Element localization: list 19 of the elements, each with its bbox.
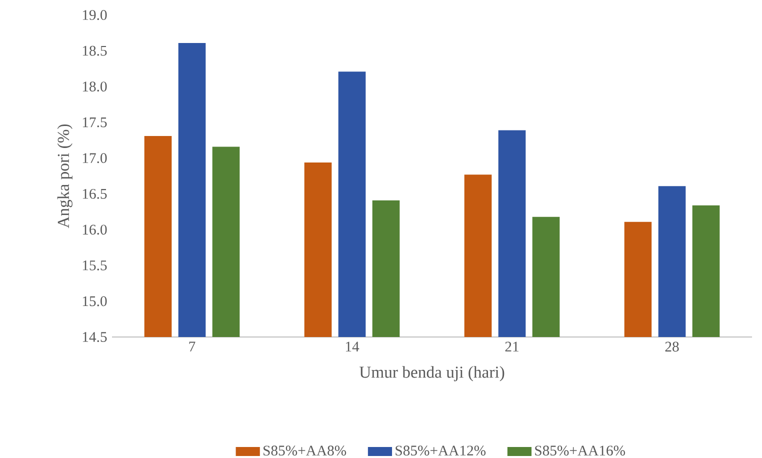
y-tick-label: 14.5 (82, 332, 107, 342)
x-tick-label: 28 (665, 342, 679, 352)
y-tick-label: 16.5 (82, 188, 107, 199)
x-axis-title: Umur benda uji (hari) (359, 366, 504, 382)
x-tick-label: 21 (505, 342, 518, 352)
x-tick-label: 14 (346, 342, 360, 352)
y-tick-label: 19.0 (82, 10, 107, 20)
y-tick-label: 16.0 (82, 224, 107, 235)
y-tick-label: 15.0 (82, 296, 107, 306)
x-tick-label: 7 (189, 342, 196, 352)
y-axis-title: Angka pori (%) (57, 124, 72, 228)
y-tick-label: 18.5 (82, 46, 107, 56)
y-tick-label: 18.0 (82, 82, 107, 92)
y-tick-label: 15.5 (82, 260, 107, 270)
legend-label: S85%+AA16% (535, 446, 626, 456)
legend-label: S85%+AA8% (264, 446, 346, 456)
legend-label: S85%+AA12% (396, 446, 486, 456)
y-tick-label: 17.5 (82, 117, 107, 128)
y-tick-label: 17.0 (82, 153, 107, 164)
